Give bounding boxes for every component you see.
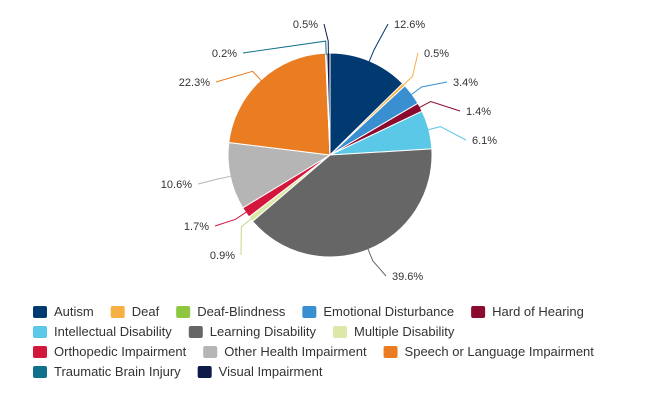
data-label-traumatic-brain-injury: 0.2% — [212, 48, 237, 60]
legend-item-emotional-disturbance[interactable]: Emotional Disturbance — [302, 304, 454, 319]
data-label-emotional-disturbance: 3.4% — [453, 77, 478, 89]
legend-label-learning-disability: Learning Disability — [210, 324, 317, 339]
legend-swatch-orthopedic-impairment — [33, 346, 47, 358]
legend-swatch-multiple-disability — [332, 326, 347, 338]
legend-swatch-learning-disability — [188, 326, 203, 338]
legend-swatch-intellectual-disability — [33, 326, 47, 338]
legend-swatch-speech-or-language-impairment — [383, 346, 398, 358]
pie-slices — [227, 52, 433, 258]
legend-item-deaf[interactable]: Deaf — [110, 304, 160, 319]
leader-line-hard-of-hearing — [418, 101, 461, 112]
legend-label-traumatic-brain-injury: Traumatic Brain Injury — [54, 364, 181, 379]
leader-line-multiple-disability — [240, 217, 253, 256]
legend-label-autism: Autism — [54, 304, 94, 319]
leader-line-other-health-impairment — [197, 175, 233, 185]
legend-item-hard-of-hearing[interactable]: Hard of Hearing — [471, 304, 584, 319]
legend-item-speech-or-language-impairment[interactable]: Speech or Language Impairment — [383, 344, 595, 359]
legend-item-multiple-disability[interactable]: Multiple Disability — [332, 324, 455, 339]
legend-label-deaf: Deaf — [132, 304, 160, 319]
legend-label-orthopedic-impairment: Orthopedic Impairment — [54, 344, 187, 359]
pie-slice-speech-or-language-impairment[interactable] — [228, 52, 331, 156]
legend-swatch-traumatic-brain-injury — [33, 366, 47, 378]
legend-label-intellectual-disability: Intellectual Disability — [54, 324, 172, 339]
legend-label-deaf-blindness: Deaf-Blindness — [197, 304, 286, 319]
legend-label-visual-impairment: Visual Impairment — [219, 364, 323, 379]
leader-line-traumatic-brain-injury — [242, 40, 327, 56]
data-label-autism: 12.6% — [394, 19, 425, 31]
leader-line-emotional-disturbance — [409, 81, 448, 96]
legend-label-other-health-impairment: Other Health Impairment — [224, 344, 367, 359]
legend-swatch-deaf — [110, 306, 125, 318]
legend-item-intellectual-disability[interactable]: Intellectual Disability — [33, 324, 172, 339]
legend-item-deaf-blindness[interactable]: Deaf-Blindness — [176, 304, 286, 319]
data-label-deaf: 0.5% — [424, 48, 449, 60]
legend-swatch-other-health-impairment — [203, 346, 218, 358]
leader-line-intellectual-disability — [426, 126, 467, 141]
legend-swatch-visual-impairment — [197, 366, 212, 378]
leader-line-learning-disability — [367, 247, 387, 277]
legend-swatch-deaf-blindness — [176, 306, 191, 318]
legend-swatch-emotional-disturbance — [302, 306, 317, 318]
legend-swatch-autism — [33, 306, 47, 318]
leader-line-visual-impairment — [323, 23, 329, 56]
leader-line-autism — [368, 23, 389, 63]
legend-item-visual-impairment[interactable]: Visual Impairment — [197, 364, 323, 379]
data-label-learning-disability: 39.6% — [392, 271, 423, 283]
leader-line-speech-or-language-impairment — [215, 70, 263, 83]
data-label-other-health-impairment: 10.6% — [161, 179, 192, 191]
legend-swatch-hard-of-hearing — [471, 306, 486, 318]
legend-label-hard-of-hearing: Hard of Hearing — [492, 304, 584, 319]
legend: Autism Deaf Deaf-Blindness Emotional Distur… — [33, 304, 594, 379]
leader-line-orthopedic-impairment — [214, 210, 248, 227]
leader-lines — [197, 23, 467, 277]
data-label-visual-impairment: 0.5% — [293, 19, 318, 31]
data-label-multiple-disability: 0.9% — [210, 250, 235, 262]
data-label-speech-or-language-impairment: 22.3% — [179, 77, 210, 89]
leader-line-deaf — [402, 52, 419, 87]
data-label-hard-of-hearing: 1.4% — [466, 106, 491, 118]
legend-item-other-health-impairment[interactable]: Other Health Impairment — [203, 344, 367, 359]
legend-label-multiple-disability: Multiple Disability — [354, 324, 455, 339]
legend-item-autism[interactable]: Autism — [33, 304, 94, 319]
data-labels: 12.6% 0.5% 3.4% 1.4% 6.1% 39.6% 0.9% 1.7% 10.6% 2… — [161, 19, 497, 283]
data-label-intellectual-disability: 6.1% — [472, 135, 497, 147]
legend-item-orthopedic-impairment[interactable]: Orthopedic Impairment — [33, 344, 187, 359]
legend-label-speech-or-language-impairment: Speech or Language Impairment — [405, 344, 595, 359]
data-label-orthopedic-impairment: 1.7% — [184, 221, 209, 233]
legend-label-emotional-disturbance: Emotional Disturbance — [323, 304, 454, 319]
legend-item-learning-disability[interactable]: Learning Disability — [188, 324, 317, 339]
legend-item-traumatic-brain-injury[interactable]: Traumatic Brain Injury — [33, 364, 181, 379]
